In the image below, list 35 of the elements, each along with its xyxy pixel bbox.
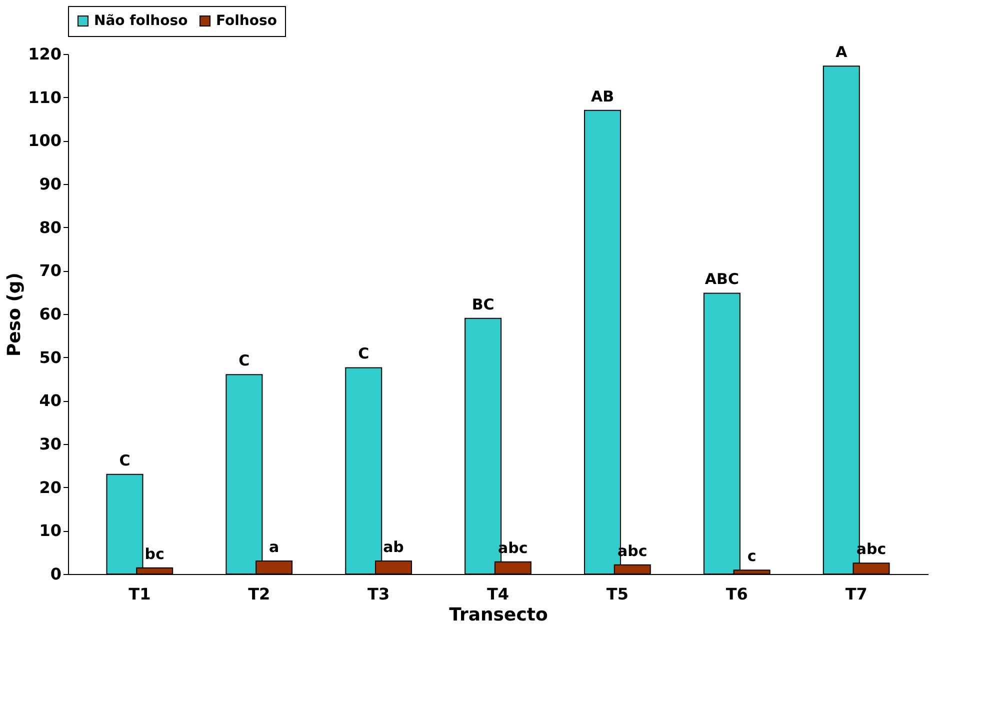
- legend-label: Folhoso: [216, 13, 278, 29]
- x-tick-label: T4: [486, 584, 510, 604]
- y-tick-label: 50: [39, 348, 62, 367]
- data-label: bc: [144, 544, 164, 563]
- data-label: BC: [472, 295, 494, 314]
- y-tick-label: 100: [28, 131, 62, 150]
- x-tick-label: T3: [368, 584, 390, 604]
- data-label: AB: [590, 87, 614, 106]
- y-axis-title: Peso (g): [4, 272, 26, 357]
- x-tick-label: T7: [845, 584, 868, 604]
- x-axis-title: Transecto: [449, 604, 548, 626]
- x-tick-label: T1: [128, 584, 151, 604]
- y-tick-label: 80: [39, 218, 62, 237]
- y-tick-label: 90: [39, 174, 62, 194]
- y-tick-label: 70: [39, 261, 62, 280]
- y-tick-label: 40: [39, 391, 62, 410]
- x-tick-label: T2: [248, 584, 270, 604]
- y-tick-label: 60: [39, 304, 62, 324]
- data-label: ABC: [704, 270, 739, 288]
- y-tick-label: 20: [39, 478, 62, 497]
- data-label: C: [238, 352, 250, 370]
- data-label: ab: [383, 538, 404, 556]
- data-label: C: [358, 344, 370, 363]
- y-tick-label: 0: [50, 564, 62, 584]
- data-label: A: [836, 43, 848, 62]
- data-label: c: [747, 547, 756, 566]
- legend-label: Não folhoso: [94, 13, 188, 29]
- y-tick-label: 30: [39, 434, 62, 454]
- x-tick-label: T6: [726, 584, 748, 604]
- y-tick-label: 110: [28, 88, 62, 107]
- y-tick-label: 120: [28, 44, 62, 64]
- data-label: C: [119, 451, 130, 470]
- y-tick-label: 10: [39, 521, 62, 540]
- data-label: a: [268, 538, 280, 556]
- x-tick-label: T5: [606, 584, 628, 604]
